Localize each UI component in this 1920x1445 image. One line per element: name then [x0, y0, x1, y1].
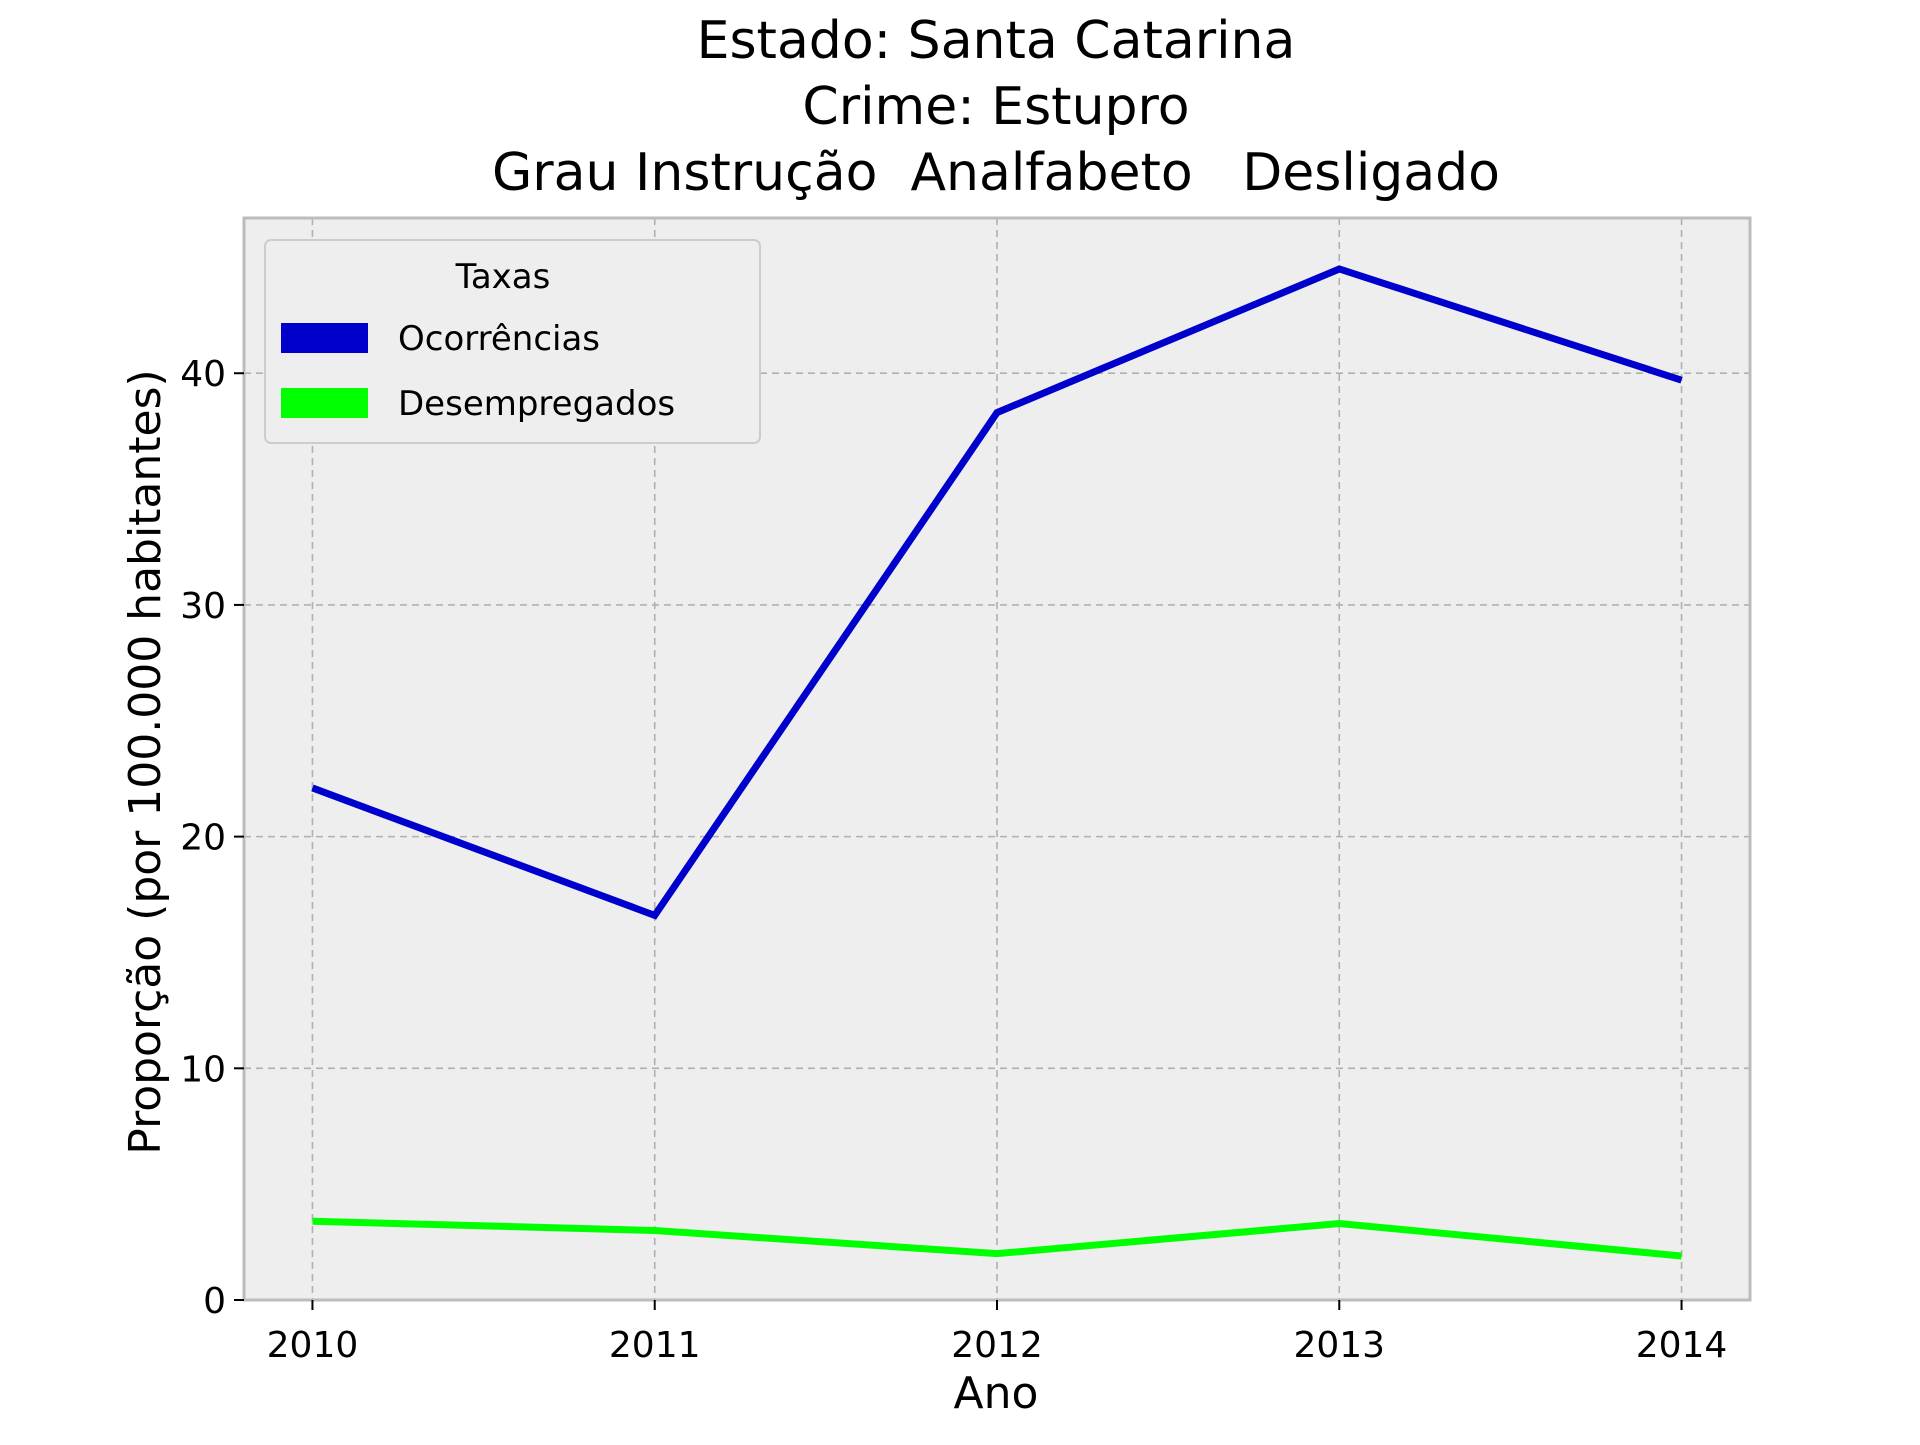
legend: Taxas Ocorrências Desempregados	[264, 239, 761, 444]
y-tick-label: 0	[203, 1281, 226, 1322]
series-lines	[311, 265, 1683, 1260]
legend-swatch-desempregados	[281, 388, 368, 418]
y-tick-label: 20	[180, 818, 226, 859]
axis-ticks: 2010 2011 2012 2013 2014 0 10 20 30 40	[180, 354, 1727, 1366]
y-tick-label: 10	[180, 1049, 226, 1090]
y-tick-label: 30	[180, 586, 226, 627]
x-tick-label: 2011	[609, 1325, 701, 1366]
chart-title-line-2: Crime: Estupro	[802, 77, 1189, 137]
chart-title-line-1: Estado: Santa Catarina	[697, 11, 1296, 71]
legend-label-desempregados: Desempregados	[398, 384, 675, 424]
legend-title: Taxas	[455, 257, 551, 297]
x-tick-label: 2010	[267, 1325, 359, 1366]
y-axis-label: Proporção (por 100.000 habitantes)	[120, 369, 171, 1154]
series-line-ocorrencias	[311, 265, 1683, 920]
chart-title-line-3: Grau Instrução Analfabeto Desligado	[492, 143, 1500, 203]
chart-title: Estado: Santa Catarina Crime: Estupro Gr…	[492, 11, 1500, 203]
x-tick-label: 2013	[1293, 1325, 1385, 1366]
legend-label-ocorrencias: Ocorrências	[398, 319, 600, 359]
legend-swatch-ocorrencias	[281, 323, 368, 353]
y-tick-label: 40	[180, 354, 226, 395]
series-line-desempregados	[312, 1217, 1682, 1260]
x-axis-label: Ano	[954, 1368, 1039, 1419]
x-tick-label: 2014	[1636, 1325, 1728, 1366]
x-tick-label: 2012	[951, 1325, 1043, 1366]
legend-box	[264, 239, 761, 444]
